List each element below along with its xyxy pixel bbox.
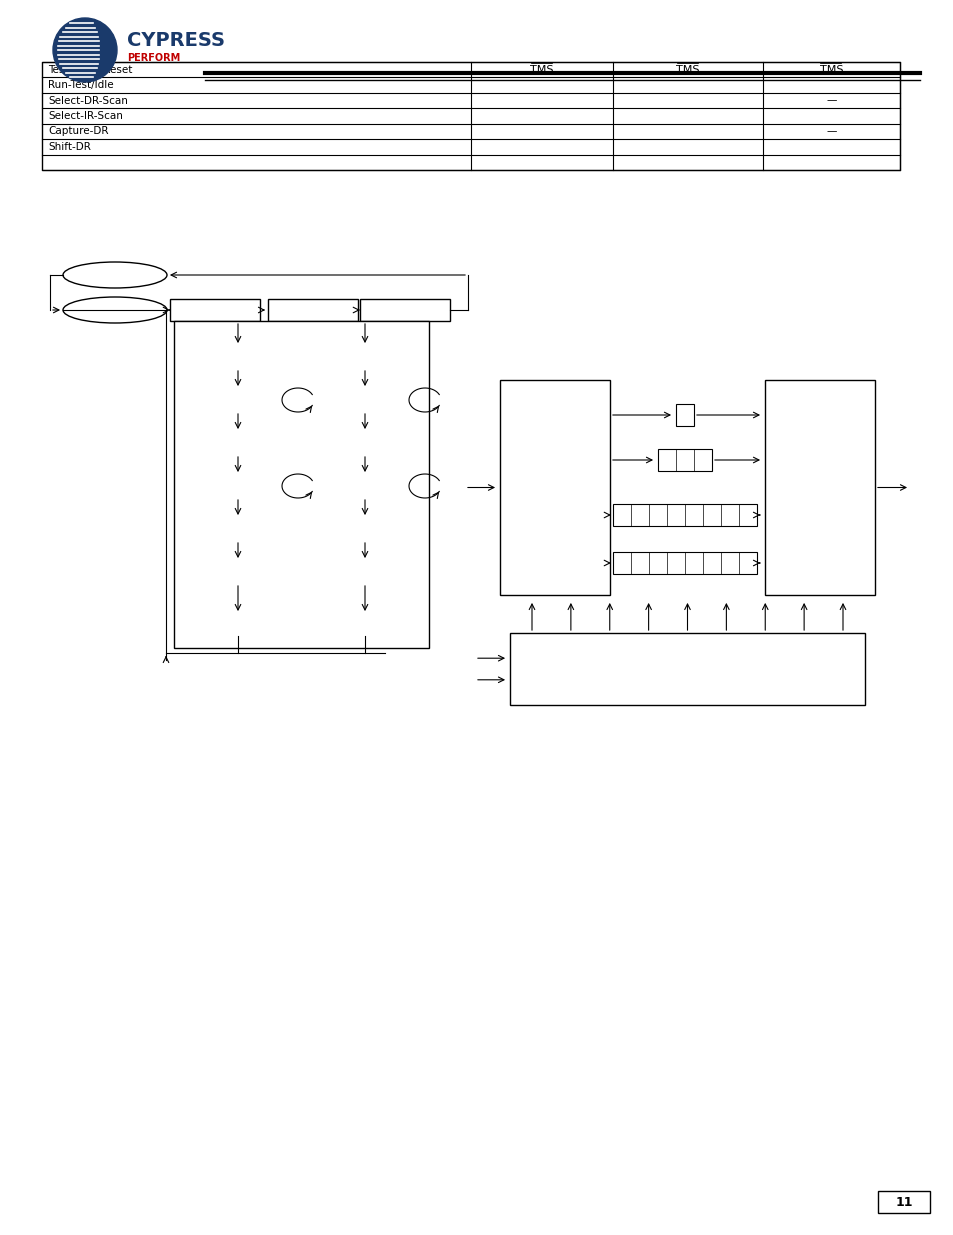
Bar [320, 389, 409, 411]
Text: —: — [825, 95, 836, 105]
Text: 11: 11 [894, 1195, 912, 1209]
Bar [193, 432, 282, 454]
Text: TMS: TMS [675, 64, 699, 74]
Text: Capture-DR: Capture-DR [48, 126, 109, 136]
Bar [193, 389, 282, 411]
Ellipse shape [63, 296, 167, 324]
Text: Run-Test/Idle: Run-Test/Idle [48, 80, 113, 90]
Circle shape [53, 19, 117, 82]
Bar [359, 299, 450, 321]
Ellipse shape [63, 262, 167, 288]
Text: Test-Logic-Reset: Test-Logic-Reset [48, 64, 132, 74]
Bar [658, 450, 711, 471]
Bar [193, 517, 282, 540]
Bar [320, 517, 409, 540]
Text: PERFORM: PERFORM [127, 53, 180, 63]
Bar [193, 346, 282, 368]
Bar [510, 634, 864, 705]
Bar [191, 614, 285, 636]
Bar [764, 380, 874, 595]
Bar [268, 299, 357, 321]
Text: Shift-DR: Shift-DR [48, 142, 91, 152]
Bar [676, 404, 693, 426]
Bar [320, 561, 409, 583]
Text: TMS: TMS [530, 64, 553, 74]
Bar [613, 504, 757, 526]
Bar [317, 614, 412, 636]
Text: Select-DR-Scan: Select-DR-Scan [48, 95, 128, 105]
Bar [877, 1191, 929, 1213]
Text: —: — [825, 126, 836, 136]
Bar [320, 475, 409, 496]
Bar [320, 432, 409, 454]
Bar [193, 561, 282, 583]
Bar [42, 62, 899, 170]
Text: TMS: TMS [819, 64, 842, 74]
Text: CYPRESS: CYPRESS [127, 32, 225, 51]
Bar [173, 321, 429, 648]
Bar [499, 380, 609, 595]
Bar [170, 299, 260, 321]
Bar [193, 475, 282, 496]
Bar [320, 346, 409, 368]
Bar [613, 552, 757, 574]
Text: Select-IR-Scan: Select-IR-Scan [48, 111, 123, 121]
